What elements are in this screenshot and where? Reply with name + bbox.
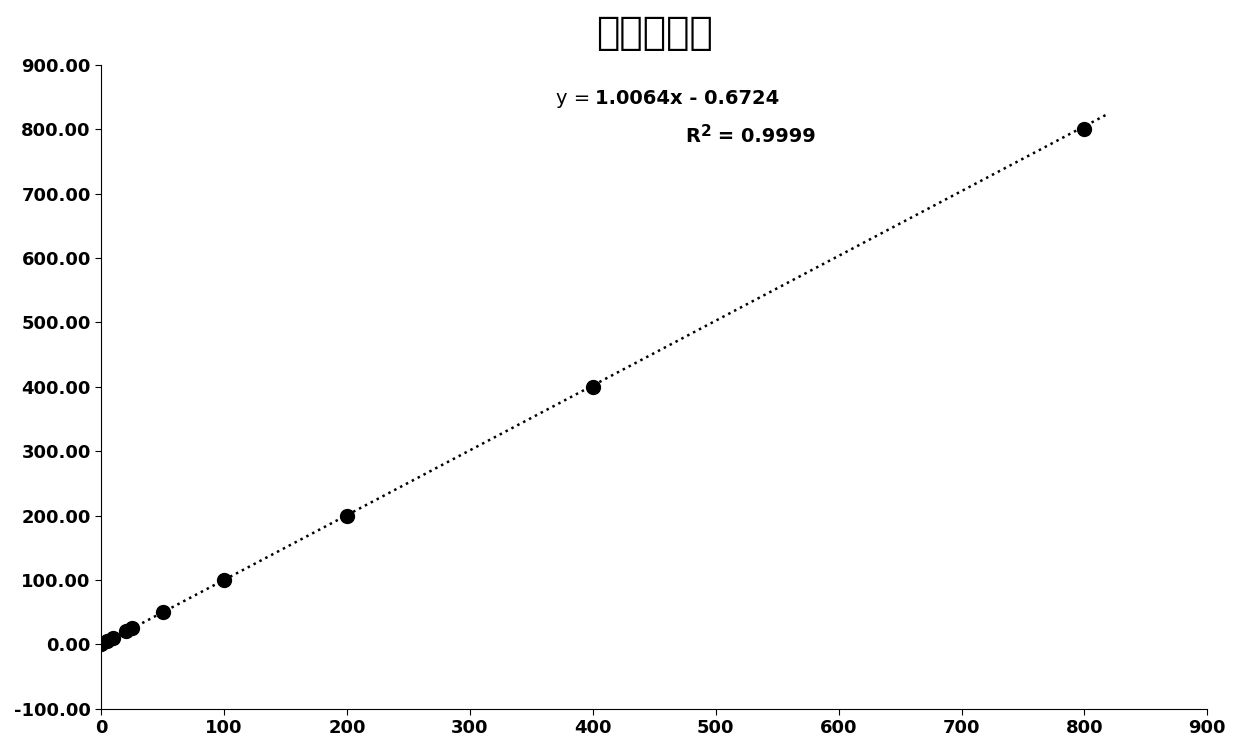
Title: 试剂盒线性: 试剂盒线性 <box>596 14 713 52</box>
Text: = 0.9999: = 0.9999 <box>711 128 816 146</box>
Point <box>115 626 135 638</box>
Point <box>153 606 172 618</box>
Text: 2: 2 <box>701 124 712 138</box>
Text: 1.0064x - 0.6724: 1.0064x - 0.6724 <box>595 89 780 107</box>
Text: y =: y = <box>556 89 596 107</box>
Point <box>92 638 112 650</box>
Text: R: R <box>684 128 701 146</box>
Point <box>583 381 603 393</box>
Point <box>104 632 124 644</box>
Point <box>1075 123 1095 135</box>
Point <box>215 574 234 586</box>
Point <box>337 509 357 521</box>
Point <box>122 622 141 634</box>
Point <box>98 635 118 647</box>
